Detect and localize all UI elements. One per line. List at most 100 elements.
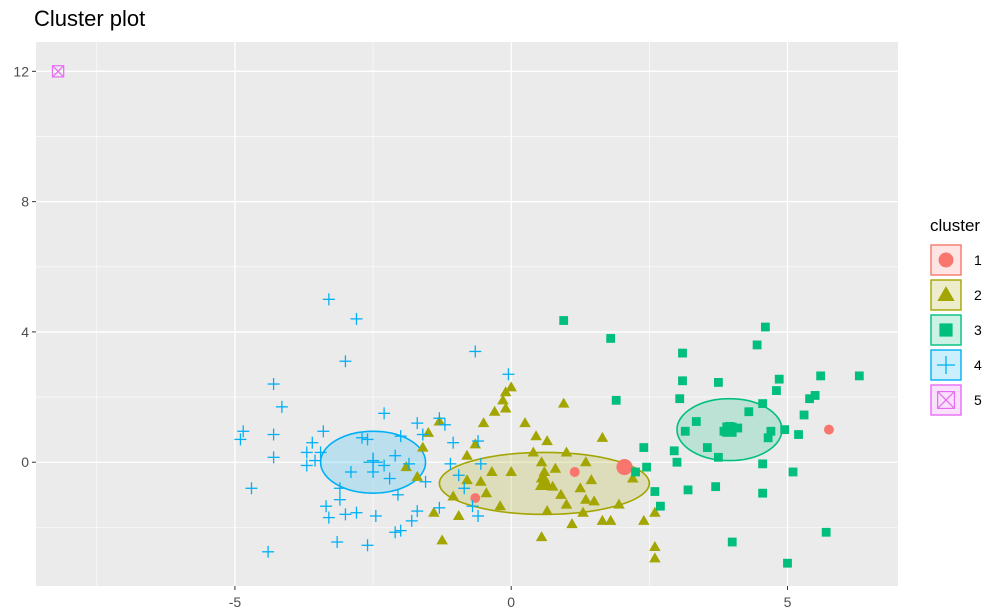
chart-title: Cluster plot	[34, 6, 146, 31]
cluster-2-point	[535, 531, 548, 542]
legend-items: 1 2 3 4 5	[930, 242, 982, 417]
cluster-3-point	[691, 417, 701, 426]
cluster-4-point	[314, 446, 327, 459]
cluster-5-point	[51, 65, 65, 78]
cluster-2-point	[557, 397, 570, 408]
cluster-4-point	[416, 428, 429, 441]
cluster-4-point	[389, 526, 402, 539]
cluster-4-point	[237, 425, 250, 438]
cluster-4-point	[267, 428, 280, 441]
cluster-4-point	[333, 482, 346, 495]
cluster-2-point	[627, 472, 639, 483]
cluster-4-point	[356, 431, 369, 444]
cluster-3-point	[675, 394, 685, 404]
cluster-2-point	[494, 500, 506, 511]
cluster-2-point	[535, 456, 548, 467]
legend-key-marker	[938, 252, 954, 267]
y-tick-label: 0	[21, 454, 29, 470]
legend-item-2: 2	[930, 277, 982, 312]
cluster-2-point	[497, 394, 509, 405]
cluster-4-point	[438, 418, 451, 431]
cluster-3-point	[799, 410, 809, 420]
cluster-2-point	[477, 417, 490, 428]
cluster-2-point	[411, 470, 424, 481]
plot-panel	[36, 42, 898, 586]
cluster-4-point	[322, 511, 335, 524]
cluster-1-point	[569, 467, 580, 477]
cluster-3-point	[631, 467, 640, 477]
cluster-3-point	[642, 462, 651, 472]
cluster-1-center	[616, 459, 633, 476]
cluster-2-point	[488, 405, 501, 416]
legend-key-marker	[937, 285, 955, 301]
cluster-4-point	[339, 508, 352, 521]
cluster-4-point	[378, 407, 391, 420]
cluster-4-point	[389, 449, 402, 462]
legend-label: 5	[974, 391, 982, 408]
legend-item-4: 4	[930, 347, 982, 382]
legend-key-5	[930, 383, 962, 416]
cluster-4-point	[472, 509, 485, 522]
cluster-4-point	[339, 355, 352, 368]
legend-key-3	[930, 313, 962, 346]
cluster-2-point	[596, 514, 609, 525]
cluster-3-point	[611, 395, 621, 405]
cluster-4-point	[350, 312, 363, 325]
cluster-4-point	[300, 446, 313, 459]
cluster-4-point	[267, 378, 280, 391]
cluster-3-point	[854, 371, 864, 381]
cluster-3-point	[678, 348, 687, 358]
cluster-4-point	[344, 465, 357, 478]
cluster-2-point	[638, 514, 650, 525]
cluster-3-point	[678, 376, 687, 386]
legend-item-3: 3	[930, 312, 982, 347]
cluster-2-point	[580, 456, 592, 467]
cluster-4-point	[394, 524, 407, 537]
cluster-4-point	[361, 433, 374, 446]
legend-label: 4	[974, 356, 982, 373]
legend-key-1	[930, 243, 962, 276]
cluster-4-point	[466, 500, 479, 513]
cluster-3-point	[794, 430, 803, 439]
x-tick-label: 5	[784, 594, 792, 610]
cluster-4-point	[331, 536, 344, 549]
cluster-4-point	[402, 457, 415, 470]
cluster-3-point	[780, 425, 790, 435]
cluster-3-point	[758, 399, 768, 408]
legend-item-5: 5	[930, 382, 982, 417]
cluster-3-point	[758, 488, 768, 498]
legend-item-1: 1	[930, 242, 982, 277]
cluster-2-point	[560, 446, 573, 457]
legend: cluster 1 2 3 4 5	[930, 216, 982, 417]
cluster-2-point	[436, 534, 448, 545]
legend-title: cluster	[930, 216, 981, 235]
legend-key-4	[930, 348, 962, 381]
y-tick-label: 8	[21, 194, 29, 210]
cluster-3-point	[711, 482, 721, 492]
cluster-4-point	[262, 545, 275, 558]
cluster-2-point	[649, 506, 661, 517]
cluster-3-point	[683, 485, 693, 495]
cluster-4-point	[452, 469, 465, 482]
cluster-3-point	[758, 459, 768, 469]
cluster-4-point	[394, 430, 407, 443]
cluster-4-point	[234, 433, 247, 446]
cluster-3-point	[810, 391, 820, 400]
cluster-4-point	[322, 293, 335, 306]
cluster-3-point	[559, 316, 569, 325]
cluster-3-point	[774, 374, 784, 384]
cluster-3-point	[788, 467, 798, 477]
cluster-2-point	[461, 474, 473, 485]
x-tick-label: 0	[507, 594, 515, 610]
legend-key-marker	[936, 390, 955, 409]
cluster-4-point	[275, 400, 288, 413]
cluster-4-point	[411, 417, 424, 430]
cluster-2-point	[428, 506, 440, 517]
cluster-4-point	[502, 368, 515, 381]
cluster-2-point	[499, 402, 512, 413]
cluster-4-point	[333, 493, 346, 506]
cluster-4-point	[391, 488, 404, 501]
y-tick-label: 12	[13, 63, 29, 79]
cluster-2-point	[461, 449, 473, 460]
